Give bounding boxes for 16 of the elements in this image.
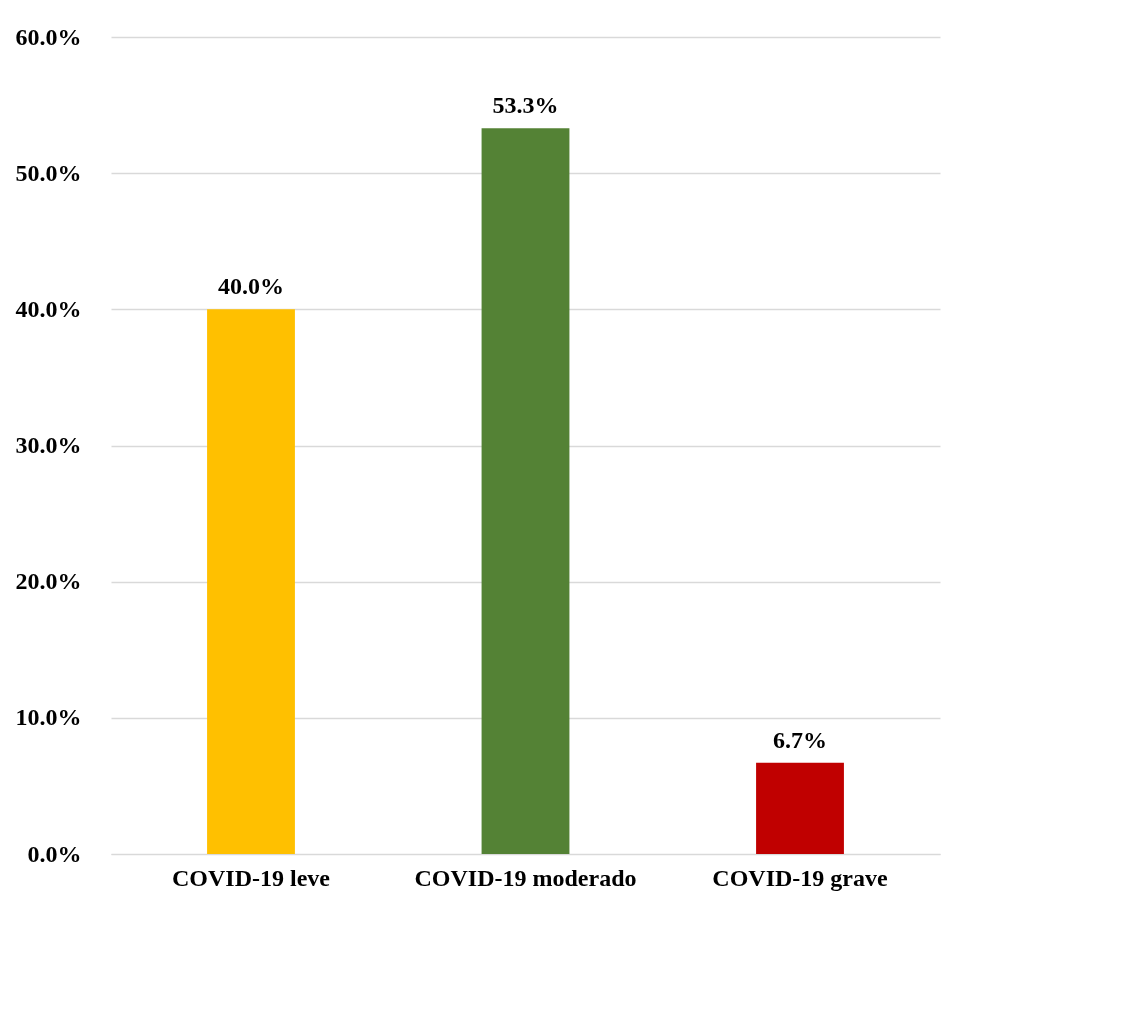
y-tick-label: 0.0% [27,840,82,867]
data-label: 40.0% [218,273,284,300]
y-tick-label: 20.0% [15,568,82,595]
y-tick-label: 10.0% [15,704,82,731]
x-tick-label: COVID-19 leve [172,864,331,891]
bar [207,309,295,854]
y-tick-label: 50.0% [15,159,82,186]
data-label: 53.3% [492,92,559,119]
x-tick-label: COVID-19 moderado [414,864,637,891]
bar [756,762,844,854]
y-tick-label: 40.0% [15,295,82,322]
bar [481,128,570,854]
y-tick-label: 60.0% [15,23,82,50]
data-label: 6.7% [773,726,827,753]
x-tick-label: COVID-19 grave [712,864,888,891]
y-tick-label: 30.0% [15,432,82,458]
